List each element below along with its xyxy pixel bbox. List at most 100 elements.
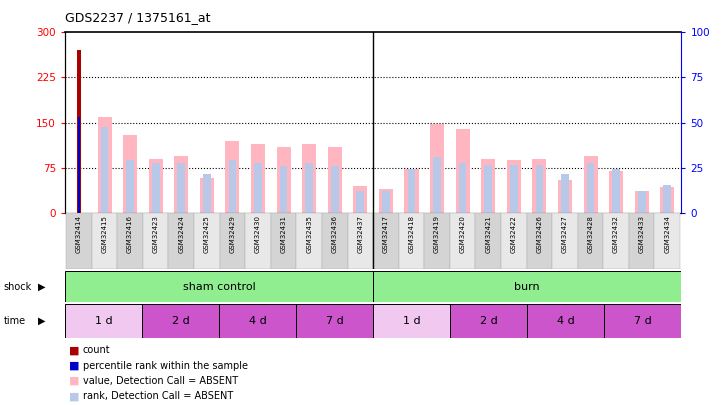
Bar: [475, 213, 501, 269]
Bar: [660, 188, 674, 213]
Bar: [65, 271, 373, 302]
Text: GSM32425: GSM32425: [204, 215, 210, 253]
Text: GSM32420: GSM32420: [460, 215, 466, 253]
Text: GSM32437: GSM32437: [358, 215, 363, 253]
Bar: [92, 213, 118, 269]
Bar: [149, 159, 163, 213]
Bar: [142, 304, 219, 338]
Text: count: count: [83, 345, 110, 355]
Text: GSM32424: GSM32424: [178, 215, 185, 253]
Bar: [229, 160, 236, 213]
Text: GSM32432: GSM32432: [613, 215, 619, 253]
Bar: [219, 304, 296, 338]
Text: GSM32426: GSM32426: [536, 215, 542, 253]
Bar: [118, 213, 143, 269]
Bar: [629, 213, 655, 269]
Text: GSM32427: GSM32427: [562, 215, 568, 253]
Bar: [296, 304, 373, 338]
Bar: [280, 166, 288, 213]
Bar: [373, 213, 399, 269]
Bar: [485, 164, 492, 213]
Bar: [143, 213, 169, 269]
Text: value, Detection Call = ABSENT: value, Detection Call = ABSENT: [83, 376, 238, 386]
Bar: [638, 191, 645, 213]
Bar: [612, 169, 620, 213]
Bar: [450, 304, 527, 338]
Bar: [424, 213, 450, 269]
Bar: [123, 134, 137, 213]
Bar: [302, 143, 317, 213]
Bar: [66, 213, 92, 269]
Bar: [271, 213, 296, 269]
Text: ▶: ▶: [37, 282, 45, 292]
Bar: [245, 213, 271, 269]
Bar: [459, 163, 466, 213]
Text: 2 d: 2 d: [172, 316, 190, 326]
Bar: [501, 213, 526, 269]
Bar: [532, 159, 547, 213]
Bar: [404, 169, 418, 213]
Bar: [450, 213, 475, 269]
Text: ■: ■: [68, 361, 79, 371]
Bar: [126, 160, 134, 213]
Bar: [663, 185, 671, 213]
Bar: [583, 156, 598, 213]
Bar: [226, 141, 239, 213]
Bar: [481, 159, 495, 213]
Bar: [356, 191, 364, 213]
Bar: [510, 164, 518, 213]
Bar: [407, 169, 415, 213]
Text: GSM32435: GSM32435: [306, 215, 312, 253]
Bar: [277, 147, 291, 213]
Bar: [379, 189, 393, 213]
Bar: [536, 164, 543, 213]
Bar: [561, 174, 569, 213]
Bar: [382, 191, 390, 213]
Bar: [430, 124, 444, 213]
Text: 7 d: 7 d: [634, 316, 652, 326]
Bar: [552, 213, 578, 269]
Bar: [373, 271, 681, 302]
Text: percentile rank within the sample: percentile rank within the sample: [83, 361, 248, 371]
Bar: [203, 174, 211, 213]
Text: 4 d: 4 d: [557, 316, 575, 326]
Text: time: time: [4, 316, 26, 326]
Bar: [527, 304, 604, 338]
Bar: [507, 160, 521, 213]
Bar: [200, 178, 214, 213]
Text: 1 d: 1 d: [403, 316, 420, 326]
Bar: [152, 163, 159, 213]
Text: GSM32431: GSM32431: [280, 215, 286, 253]
Bar: [353, 185, 368, 213]
Text: GDS2237 / 1375161_at: GDS2237 / 1375161_at: [65, 11, 211, 24]
Bar: [578, 213, 603, 269]
Text: ■: ■: [68, 345, 79, 355]
Text: GSM32436: GSM32436: [332, 215, 337, 253]
Text: GSM32416: GSM32416: [127, 215, 133, 253]
Text: GSM32417: GSM32417: [383, 215, 389, 253]
Bar: [220, 213, 245, 269]
Text: GSM32421: GSM32421: [485, 215, 491, 253]
Bar: [587, 163, 594, 213]
Text: 4 d: 4 d: [249, 316, 266, 326]
Bar: [526, 213, 552, 269]
Text: GSM32430: GSM32430: [255, 215, 261, 253]
Bar: [177, 163, 185, 213]
Bar: [305, 163, 313, 213]
Bar: [76, 50, 81, 213]
Text: GSM32434: GSM32434: [664, 215, 671, 253]
Bar: [65, 304, 142, 338]
Text: GSM32418: GSM32418: [409, 215, 415, 253]
Text: rank, Detection Call = ABSENT: rank, Detection Call = ABSENT: [83, 392, 233, 401]
Text: GSM32414: GSM32414: [76, 215, 82, 253]
Bar: [331, 166, 339, 213]
Bar: [558, 179, 572, 213]
Text: GSM32415: GSM32415: [102, 215, 107, 253]
Text: 1 d: 1 d: [94, 316, 112, 326]
Bar: [399, 213, 424, 269]
Text: GSM32419: GSM32419: [434, 215, 440, 253]
Bar: [604, 304, 681, 338]
Text: GSM32423: GSM32423: [153, 215, 159, 253]
Text: ▶: ▶: [37, 316, 45, 326]
Text: GSM32429: GSM32429: [229, 215, 236, 253]
